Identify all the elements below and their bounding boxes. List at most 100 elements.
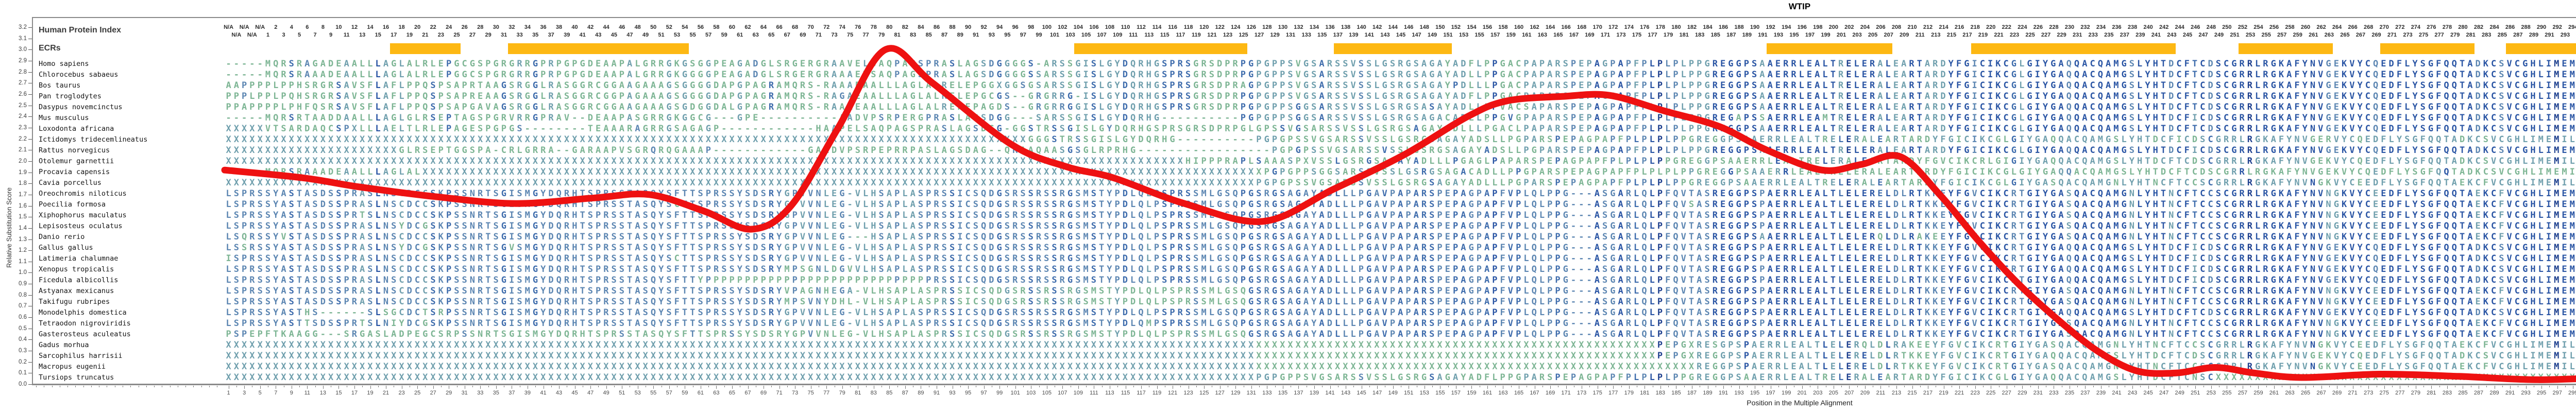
ruler-number: 102 [1058,24,1067,30]
x-tick [1007,386,1008,387]
x-tick-label: 11 [304,390,311,396]
ruler-number: 281 [2466,32,2476,38]
ruler-number: 220 [1986,24,1996,30]
ruler-number: 276 [2427,24,2436,30]
y-tick-label: 0.2 [19,358,27,365]
y-tick-label: 0.0 [19,381,27,387]
x-tick-label: 91 [933,390,940,396]
ruler-number: 248 [2206,24,2216,30]
ruler-number: 238 [2127,24,2138,30]
x-tick-label: 159 [1467,390,1477,396]
ruler-number: 174 [1624,24,1634,30]
x-tick [1330,386,1331,389]
x-tick-label: 135 [1278,390,1288,396]
ruler-number: 57 [705,32,712,38]
x-tick [1629,386,1630,389]
y-tick-label: 1.3 [19,236,27,243]
ruler-number: 178 [1655,24,1665,30]
ruler-number: 72 [823,24,830,30]
x-tick-label: 37 [509,390,515,396]
x-tick [748,386,749,389]
ruler-number: 113 [1144,32,1154,38]
x-tick [716,386,717,389]
ruler-number: 172 [1608,24,1618,30]
x-tick-label: 45 [571,390,578,396]
ruler-number: 159 [1506,32,1516,38]
x-tick-label: 71 [776,390,783,396]
x-tick [889,386,890,389]
ruler-number: 30 [493,24,499,30]
ruler-number: 50 [650,24,657,30]
ruler-number: 101 [1049,32,1060,38]
x-tick-label: 267 [2316,390,2326,396]
x-tick [2132,386,2133,389]
x-tick-label: 153 [1419,390,1429,396]
ruler-number: 12 [351,24,358,30]
species-name: Tetraodon nigroviridis [39,319,131,328]
x-tick [2384,386,2385,389]
ruler-number: 56 [697,24,704,30]
species-name: Monodelphis domestica [39,308,127,317]
x-tick [2392,386,2393,387]
ruler-number: 23 [437,32,445,38]
species-name: Astyanax mexicanus [39,287,114,295]
ruler-number: 125 [1239,32,1248,38]
x-tick [2290,386,2291,389]
y-tick [28,161,32,162]
x-tick-label: 19 [367,390,374,396]
x-tick-label: 279 [2411,390,2420,396]
x-tick [2565,386,2566,387]
x-tick [1133,386,1134,387]
ruler-number: 86 [933,24,940,30]
ruler-number: 53 [673,32,681,38]
x-tick-label: 253 [2206,390,2216,396]
x-tick-label: 171 [1561,390,1571,396]
species-name: Xenopus tropicalis [39,265,114,273]
ruler-number: 13 [359,32,366,38]
x-tick [2156,386,2157,387]
x-tick-label: 241 [2112,390,2122,396]
x-tick [614,386,615,387]
x-tick [1180,386,1181,387]
ruler-number: 249 [2214,32,2224,38]
x-tick [2148,386,2149,389]
ruler-number: 4 [290,24,293,30]
ruler-number: 35 [532,32,539,38]
x-minor-tick [52,386,53,387]
y-tick [28,317,32,318]
x-tick-label: 161 [1482,390,1493,396]
ruler-number: 294 [2568,24,2576,30]
ruler-number: 48 [634,24,641,30]
ruler-number: 67 [784,32,790,38]
ruler-number: 283 [2482,32,2492,38]
x-tick [1259,386,1260,387]
x-tick [236,386,237,387]
y-tick-label: 2.1 [19,147,27,153]
x-tick-label: 149 [1388,390,1398,396]
x-tick-label: 255 [2222,390,2232,396]
ruler-number: 106 [1089,24,1099,30]
x-tick-label: 173 [1577,390,1587,396]
ruler-number: 214 [1939,24,1948,30]
x-tick [2486,386,2487,387]
ecr-bar [389,43,461,54]
ruler-number: 55 [689,32,696,38]
ruler-number: 6 [306,24,309,30]
x-tick [1896,386,1897,389]
x-tick [905,386,906,389]
y-tick [28,116,32,117]
x-minor-tick [36,386,37,387]
x-tick-label: 259 [2253,390,2263,396]
y-tick-label: 3.0 [19,46,27,53]
x-tick-label: 261 [2269,390,2279,396]
x-tick-label: 129 [1231,390,1241,396]
ruler-number: 43 [595,32,602,38]
ruler-number: 175 [1632,32,1642,38]
species-name: Latimeria chalumnae [39,254,118,263]
ruler-number: 114 [1152,24,1162,30]
x-minor-tick [154,386,155,387]
ruler-number: 250 [2222,24,2232,30]
x-tick [1471,386,1472,389]
x-minor-tick [185,386,187,387]
ruler-number: 243 [2167,32,2177,38]
